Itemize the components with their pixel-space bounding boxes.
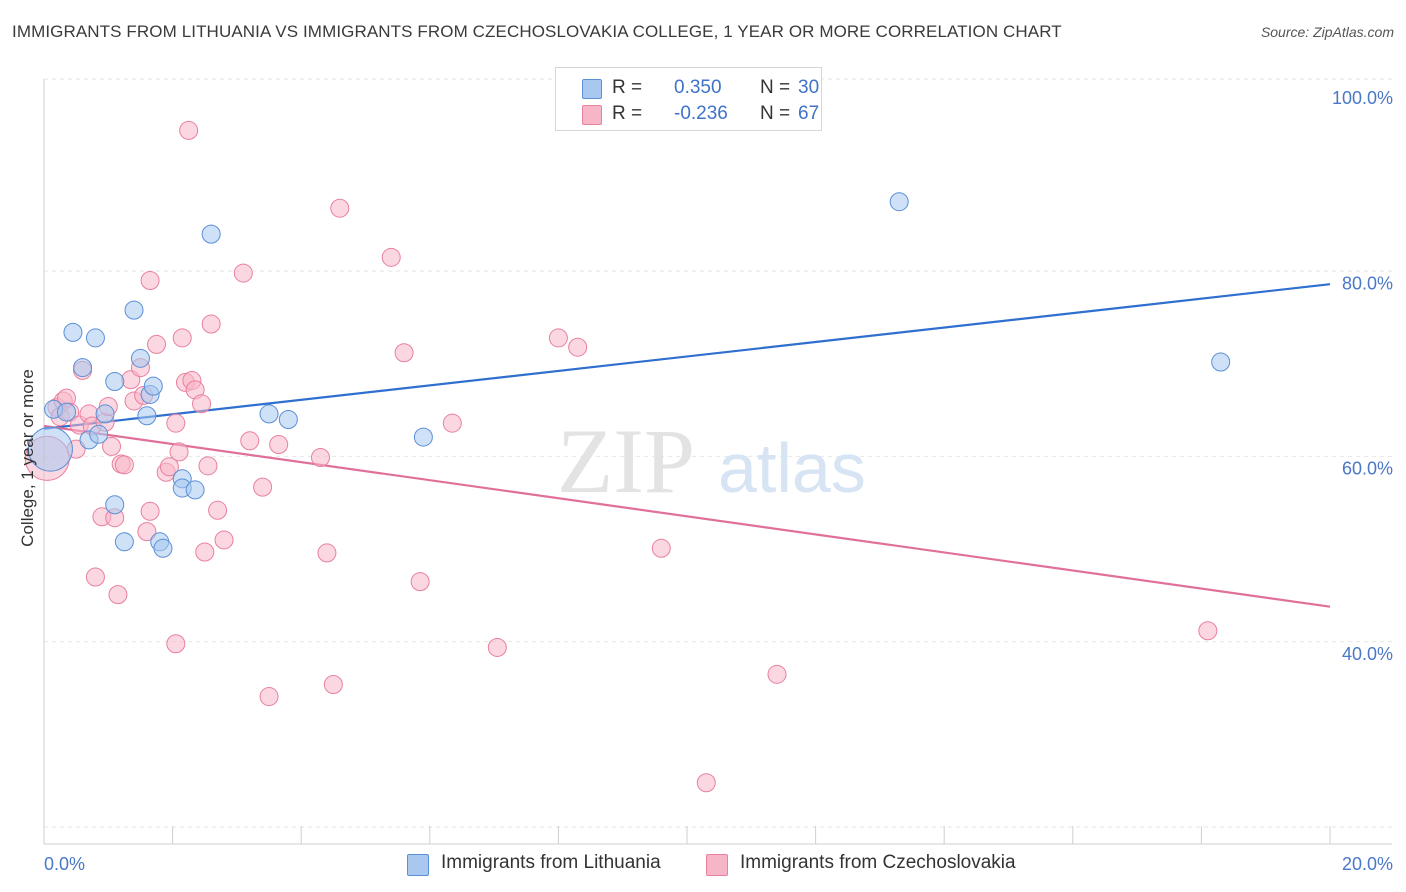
data-point-czechoslovakia — [137, 522, 157, 542]
data-point-lithuania — [27, 426, 73, 472]
data-point-czechoslovakia — [394, 343, 414, 363]
data-point-czechoslovakia — [201, 314, 221, 334]
data-point-lithuania — [124, 300, 144, 320]
series-name-lithuania: Immigrants from Lithuania — [441, 852, 661, 873]
data-point-czechoslovakia — [696, 773, 716, 793]
legend-r-label: R = — [612, 103, 643, 124]
data-point-czechoslovakia — [269, 435, 289, 454]
data-point-lithuania — [95, 404, 115, 424]
trend-line-czechoslovakia — [43, 424, 1331, 608]
legend-n-label: N = — [760, 77, 791, 98]
data-point-czechoslovakia — [195, 542, 215, 562]
data-point-lithuania — [63, 322, 83, 342]
data-point-czechoslovakia — [208, 500, 228, 520]
data-point-lithuania — [89, 424, 109, 444]
data-point-czechoslovakia — [410, 572, 430, 592]
series-swatch-lithuania — [407, 854, 429, 876]
data-point-lithuania — [1211, 352, 1231, 372]
data-point-lithuania — [889, 192, 909, 212]
data-point-czechoslovakia — [192, 394, 212, 414]
data-point-lithuania — [85, 328, 105, 348]
data-point-czechoslovakia — [102, 436, 122, 456]
legend-n-label: N = — [760, 103, 791, 124]
data-point-czechoslovakia — [169, 442, 189, 462]
legend-swatch-lithuania — [582, 79, 602, 99]
watermark-atlas: atlas — [718, 429, 866, 507]
data-point-czechoslovakia — [568, 337, 588, 357]
data-point-lithuania — [137, 406, 157, 426]
data-point-czechoslovakia — [108, 585, 128, 605]
data-point-czechoslovakia — [381, 247, 401, 267]
y-tick-label: 80.0% — [1342, 273, 1393, 293]
data-point-czechoslovakia — [172, 328, 192, 348]
data-point-czechoslovakia — [487, 637, 507, 657]
data-point-czechoslovakia — [140, 270, 160, 290]
data-point-czechoslovakia — [179, 120, 199, 140]
correlation-legend: R = 0.350 N = 30 R = -0.236 N = 67 — [555, 67, 822, 131]
y-tick-label: 100.0% — [1332, 88, 1393, 108]
x-tick-label: 0.0% — [44, 854, 85, 874]
data-point-czechoslovakia — [253, 477, 273, 497]
legend-swatch-czechoslovakia — [582, 105, 602, 125]
data-point-lithuania — [143, 376, 163, 396]
legend-n-value: 67 — [798, 103, 820, 124]
legend-r-value: 0.350 — [674, 77, 722, 98]
data-point-czechoslovakia — [767, 664, 787, 684]
series-swatch-czechoslovakia — [706, 854, 728, 876]
data-point-lithuania — [185, 480, 205, 500]
data-point-lithuania — [278, 409, 298, 429]
y-tick-label: 40.0% — [1342, 644, 1393, 664]
data-point-czechoslovakia — [442, 413, 462, 433]
data-point-czechoslovakia — [651, 538, 671, 558]
watermark: ZIP atlas — [557, 410, 866, 512]
y-axis-label: College, 1 year or more — [18, 369, 37, 547]
legend-r-label: R = — [612, 77, 643, 98]
data-point-czechoslovakia — [240, 431, 260, 451]
data-point-czechoslovakia — [323, 675, 343, 695]
data-point-czechoslovakia — [166, 634, 186, 654]
data-point-lithuania — [57, 402, 77, 422]
data-point-czechoslovakia — [310, 447, 330, 467]
data-point-czechoslovakia — [114, 455, 134, 475]
trend-lines — [43, 283, 1331, 608]
data-point-czechoslovakia — [1198, 621, 1218, 641]
data-point-czechoslovakia — [259, 687, 279, 707]
data-point-lithuania — [105, 371, 125, 391]
watermark-zip: ZIP — [557, 410, 695, 512]
series-name-czechoslovakia: Immigrants from Czechoslovakia — [740, 852, 1016, 873]
data-point-lithuania — [130, 348, 150, 368]
legend-r-value: -0.236 — [674, 103, 728, 124]
data-point-czechoslovakia — [85, 567, 105, 587]
data-point-lithuania — [105, 495, 125, 515]
data-point-czechoslovakia — [140, 501, 160, 521]
source-credit: Source: ZipAtlas.com — [1260, 24, 1394, 40]
data-points — [24, 120, 1231, 793]
data-point-czechoslovakia — [233, 263, 253, 283]
data-point-lithuania — [201, 224, 221, 244]
trend-line-lithuania — [43, 283, 1331, 430]
data-point-czechoslovakia — [317, 543, 337, 563]
data-point-czechoslovakia — [198, 456, 218, 476]
x-tick-label: 20.0% — [1342, 854, 1393, 874]
data-point-lithuania — [73, 358, 93, 378]
data-point-lithuania — [259, 404, 279, 424]
data-point-czechoslovakia — [330, 198, 350, 218]
data-point-czechoslovakia — [214, 530, 234, 550]
legend-n-value: 30 — [798, 77, 820, 98]
data-point-czechoslovakia — [166, 413, 186, 433]
data-point-lithuania — [413, 427, 433, 447]
chart-title: IMMIGRANTS FROM LITHUANIA VS IMMIGRANTS … — [12, 22, 1062, 41]
tick-labels: 100.0% 80.0% 60.0% 40.0% 0.0% 20.0% — [44, 88, 1393, 874]
data-point-czechoslovakia — [147, 334, 167, 354]
y-tick-label: 60.0% — [1342, 459, 1393, 479]
data-point-czechoslovakia — [159, 457, 179, 477]
data-point-czechoslovakia — [548, 328, 568, 348]
data-point-lithuania — [153, 538, 173, 558]
data-point-lithuania — [114, 532, 134, 552]
